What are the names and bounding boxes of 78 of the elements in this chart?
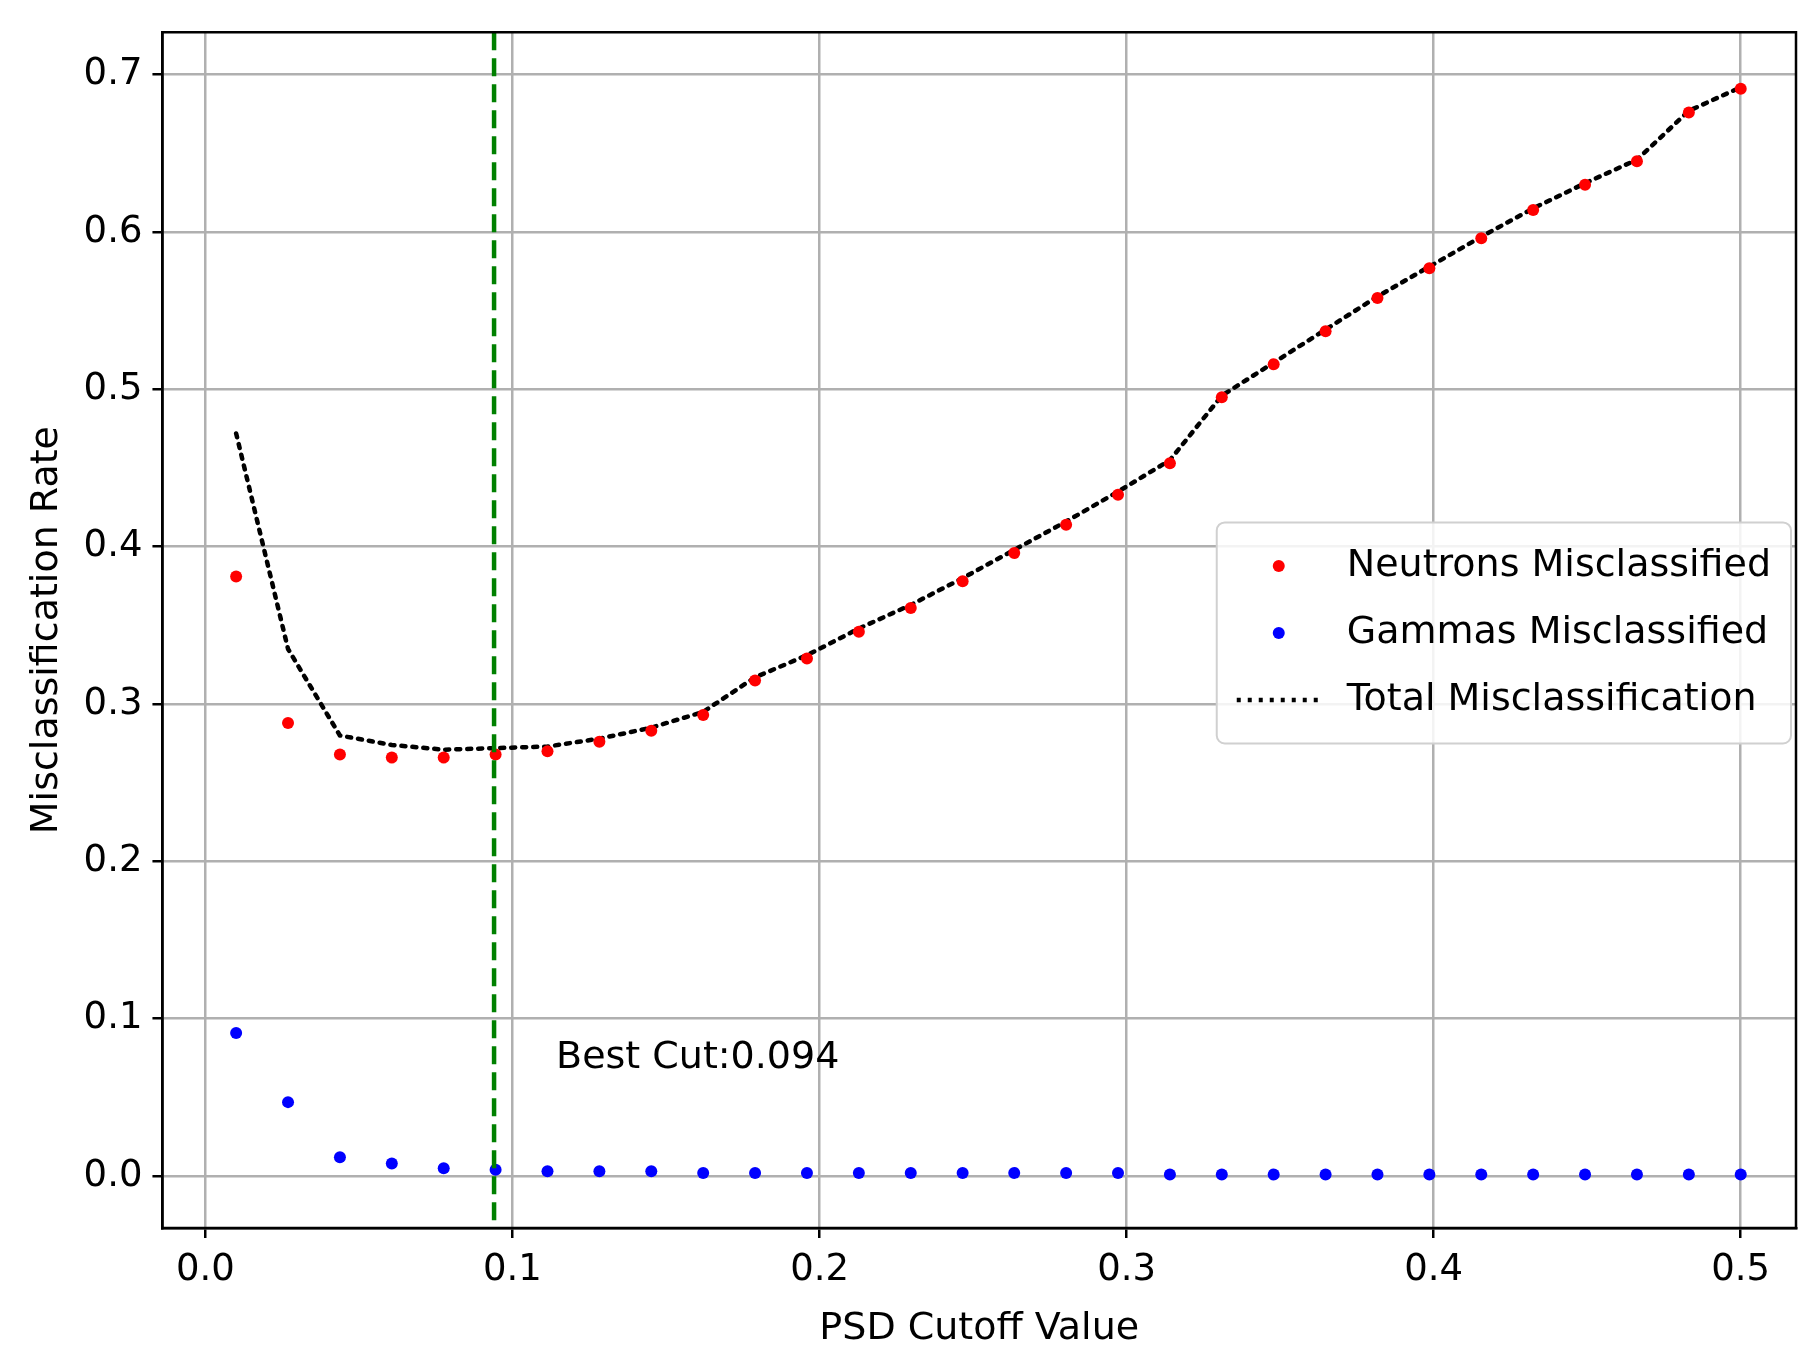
ref-line-label: Best Cut:0.094 [556,1033,840,1078]
point [541,745,554,758]
point [1682,106,1695,119]
point [904,1166,917,1179]
x-tick-label: 0.5 [1711,1245,1771,1289]
y-tick-label: 0.0 [83,1151,143,1195]
x-tick-label: 0.1 [483,1245,542,1289]
point [1682,1168,1695,1181]
point [1579,178,1592,191]
point [1423,262,1436,275]
point [749,1166,762,1179]
point [385,1157,398,1170]
legend-label: Total Misclassification [1345,674,1757,719]
point [333,748,346,761]
x-tick-label: 0.2 [790,1245,849,1289]
point [852,1166,865,1179]
point [645,724,658,737]
point [1267,1168,1280,1181]
point [593,1165,606,1178]
point [1319,1168,1332,1181]
point [1112,488,1125,501]
point [1630,155,1643,168]
point [282,1096,295,1109]
point [697,1166,710,1179]
x-tick-label: 0.3 [1097,1245,1157,1289]
point [697,709,710,722]
point [385,751,398,764]
point [1475,232,1488,245]
point [1060,1166,1073,1179]
point [1163,1168,1176,1181]
point [1371,1168,1384,1181]
y-tick-label: 0.2 [83,837,143,880]
point [1630,1168,1643,1181]
point [956,1166,969,1179]
point [645,1165,658,1178]
point [1579,1168,1592,1181]
y-tick-label: 0.4 [83,522,143,566]
x-axis-title: PSD Cutoff Value [819,1304,1140,1349]
y-tick-label: 0.7 [83,50,143,94]
x-tick-label: 0.4 [1404,1245,1464,1289]
point [1475,1168,1488,1181]
y-tick-label: 0.5 [83,364,143,408]
y-tick-label: 0.6 [83,207,143,251]
point [852,625,865,638]
point [1527,1168,1540,1181]
point [956,575,969,588]
point [230,1026,243,1039]
point [1371,292,1384,305]
point [1423,1168,1436,1181]
legend-label: Gammas Misclassified [1346,607,1769,652]
point [1527,204,1540,216]
point [230,570,243,583]
point [541,1165,554,1178]
point [904,602,917,615]
x-tick-label: 0.0 [176,1245,235,1289]
point [1060,518,1073,531]
point [1267,358,1280,371]
point [1734,82,1747,95]
y-tick-label: 0.3 [83,679,143,723]
point [1008,1166,1021,1179]
point [1163,457,1176,470]
point [1319,325,1332,338]
point [800,1166,813,1179]
point [1215,391,1228,404]
point [437,751,450,764]
point [593,735,606,748]
legend-label: Neutrons Misclassified [1346,540,1772,585]
point [749,674,762,687]
point [1734,1168,1747,1181]
point [1215,1168,1228,1181]
y-axis-title: Misclassification Rate [21,426,66,835]
point [1112,1166,1125,1179]
point [437,1162,450,1175]
point [1008,547,1021,559]
point [800,652,813,665]
point [282,716,295,729]
point [333,1151,346,1164]
y-tick-label: 0.1 [83,994,143,1038]
